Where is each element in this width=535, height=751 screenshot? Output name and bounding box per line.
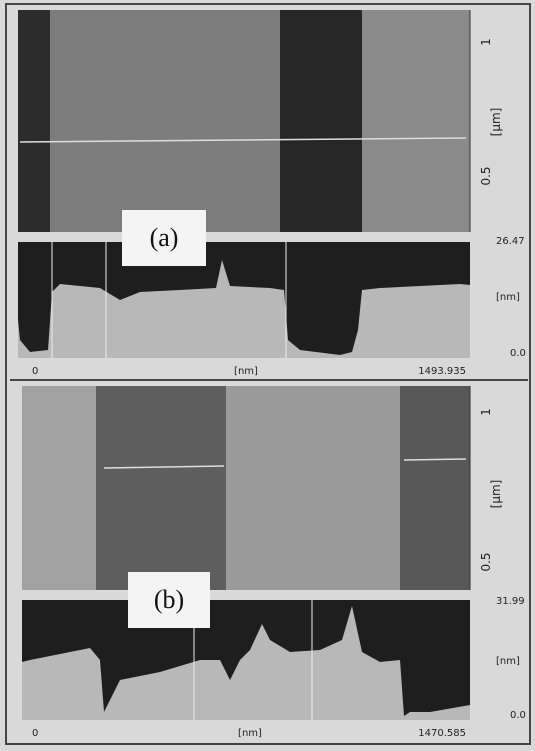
profile-fill: [18, 242, 470, 355]
profile-b: [22, 600, 470, 720]
trench: [96, 386, 226, 590]
label-box: [122, 210, 206, 266]
profile-a: [18, 242, 470, 358]
axis-unit: [μm]: [489, 108, 503, 137]
axis-tick-label: 0.5: [479, 552, 493, 571]
profile-fill: [22, 600, 470, 716]
x-max: 1470.585: [418, 728, 466, 739]
panel-label: (b): [154, 585, 184, 614]
y-max: 26.47: [496, 236, 525, 247]
frame: [5, 3, 531, 745]
terrace: [226, 386, 400, 590]
axis-tick-label: 1: [479, 408, 493, 416]
axis-unit: [μm]: [489, 480, 503, 509]
y-max: 31.99: [496, 596, 525, 607]
scan-line: [19, 137, 467, 143]
x-min: 0: [32, 366, 38, 377]
trench: [18, 10, 50, 232]
trench: [400, 386, 470, 590]
x-min: 0: [32, 728, 38, 739]
y-unit: [nm]: [496, 292, 520, 303]
label-box: [128, 572, 210, 628]
x-unit: [nm]: [238, 728, 262, 739]
x-max: 1493.935: [418, 366, 466, 377]
axis-tick-label: 0.5: [479, 166, 493, 185]
scan-line: [403, 458, 467, 461]
y-unit: [nm]: [496, 656, 520, 667]
y-min: 0.0: [510, 348, 526, 359]
afm-image-b: [22, 386, 470, 590]
terrace: [362, 10, 470, 232]
scan-line: [103, 465, 225, 469]
y-min: 0.0: [510, 710, 526, 721]
x-unit: [nm]: [234, 366, 258, 377]
axis-tick-label: 1: [479, 38, 493, 46]
afm-image-a: [18, 10, 470, 232]
trench: [280, 10, 362, 232]
panel-label: (a): [150, 223, 179, 252]
